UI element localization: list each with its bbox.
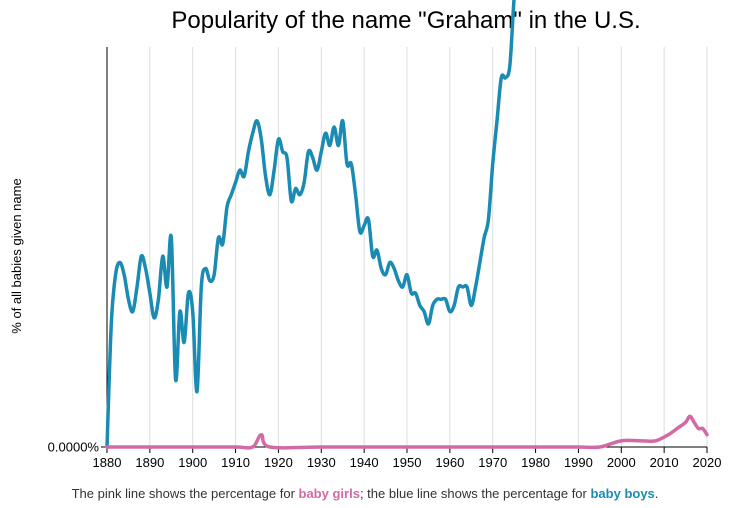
y-axis-label: % of all babies given name [9, 178, 24, 333]
x-tick-label: 1950 [393, 455, 422, 470]
x-tick-label: 1910 [221, 455, 250, 470]
series-line-boys [105, 0, 516, 449]
x-tick-label: 1880 [93, 455, 122, 470]
y-tick-label: 0.0000% [48, 440, 100, 455]
x-tick-label: 1970 [478, 455, 507, 470]
x-tick-label: 1900 [178, 455, 207, 470]
series-line-girls [105, 414, 709, 450]
grid [106, 47, 708, 448]
x-tick-label: 1990 [564, 455, 593, 470]
y-axis-ticks: 0.0000%0.0100%0.0200%0.0300%0.0400%0.050… [48, 440, 107, 455]
caption-text-start: The pink line shows the percentage for [71, 486, 299, 501]
x-tick-label: 2010 [650, 455, 679, 470]
caption-girls-label: baby girls [298, 486, 360, 501]
chart-title: Popularity of the name "Graham" in the U… [171, 7, 640, 34]
x-tick-label: 1960 [435, 455, 464, 470]
x-axis-ticks: 1880 1890 1900 1910 1920 1930 1940 1950 1960 1970… [93, 447, 722, 470]
x-tick-label: 1920 [264, 455, 293, 470]
chart-caption: The pink line shows the percentage for b… [0, 486, 730, 501]
caption-boys-label: baby boys [590, 486, 655, 501]
x-tick-label: 1890 [135, 455, 164, 470]
x-tick-label: 1930 [307, 455, 336, 470]
x-tick-label: 1940 [350, 455, 379, 470]
x-tick-label: 1980 [521, 455, 550, 470]
x-tick-label: 2020 [693, 455, 722, 470]
caption-text-end: . [654, 486, 659, 501]
x-tick-label: 2000 [607, 455, 636, 470]
caption-text-middle: ; the blue line shows the percentage for [359, 486, 591, 501]
series-lines [105, 0, 709, 450]
